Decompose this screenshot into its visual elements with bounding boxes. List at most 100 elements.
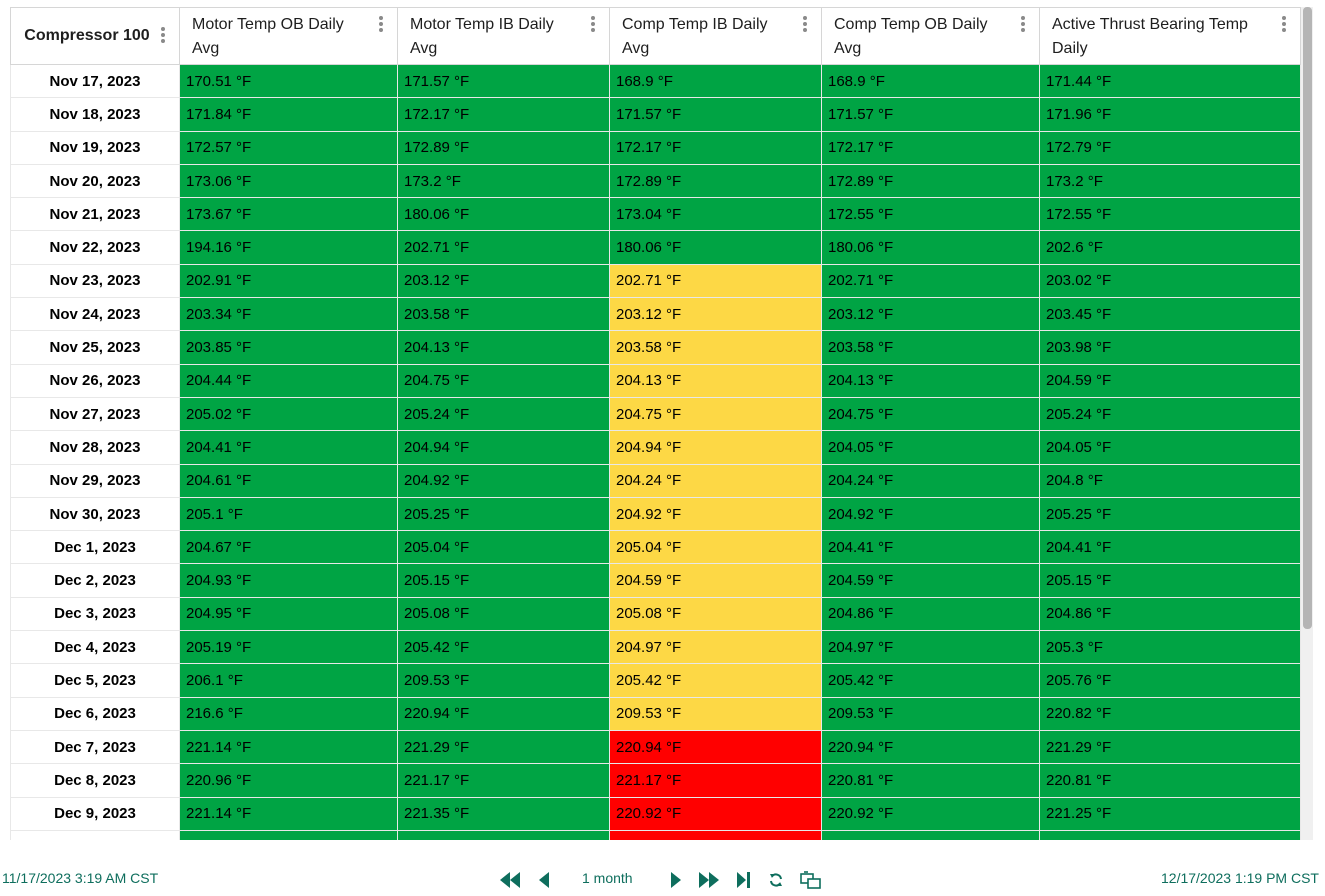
temperature-cell[interactable]: 205.42 °F [609, 663, 822, 698]
temperature-cell[interactable]: 209.53 °F [397, 663, 610, 698]
temperature-cell[interactable]: 205.25 °F [397, 497, 610, 532]
step-forward-icon[interactable] [669, 867, 683, 893]
temperature-cell[interactable]: 205.42 °F [821, 663, 1040, 698]
temperature-cell[interactable]: 204.05 °F [821, 430, 1040, 465]
temperature-cell[interactable]: 204.41 °F [179, 430, 398, 465]
temperature-cell[interactable]: 205.15 °F [1039, 563, 1301, 598]
temperature-cell[interactable]: 205.02 °F [179, 397, 398, 432]
temperature-cell[interactable]: 172.89 °F [821, 164, 1040, 199]
temperature-cell[interactable]: 204.59 °F [1039, 364, 1301, 398]
temperature-cell[interactable]: 172.55 °F [821, 197, 1040, 232]
temperature-cell[interactable]: 172.57 °F [179, 131, 398, 165]
temperature-cell[interactable]: 205.42 °F [397, 630, 610, 665]
fast-forward-icon[interactable] [698, 867, 720, 893]
temperature-cell[interactable]: 204.75 °F [397, 364, 610, 398]
temperature-cell[interactable]: 204.75 °F [821, 397, 1040, 432]
temperature-cell[interactable]: 203.85 °F [179, 330, 398, 365]
temperature-cell[interactable]: 173.2 °F [1039, 164, 1301, 199]
temperature-cell[interactable]: 221.35 °F [397, 797, 610, 831]
temperature-cell[interactable]: 204.61 °F [179, 464, 398, 498]
temperature-cell[interactable]: 172.17 °F [609, 131, 822, 165]
temperature-cell[interactable]: 221.25 °F [1039, 797, 1301, 831]
temperature-cell[interactable]: 204.67 °F [179, 530, 398, 565]
temperature-cell[interactable]: 172.89 °F [397, 131, 610, 165]
temperature-cell[interactable]: 220.94 °F [397, 697, 610, 731]
column-header[interactable]: Motor Temp OB Daily Avg [179, 7, 398, 65]
temperature-cell[interactable]: 205.08 °F [609, 597, 822, 632]
temperature-cell[interactable] [1039, 830, 1301, 840]
temperature-cell[interactable]: 203.12 °F [821, 297, 1040, 332]
temperature-cell[interactable]: 204.92 °F [821, 497, 1040, 532]
column-menu-icon[interactable] [591, 16, 597, 34]
temperature-cell[interactable]: 205.24 °F [397, 397, 610, 432]
temperature-cell[interactable]: 220.96 °F [179, 763, 398, 798]
temperature-cell[interactable]: 204.92 °F [397, 464, 610, 498]
temperature-cell[interactable]: 204.86 °F [821, 597, 1040, 632]
temperature-cell[interactable]: 205.19 °F [179, 630, 398, 665]
temperature-cell[interactable]: 209.53 °F [609, 697, 822, 731]
temperature-cell[interactable]: 204.13 °F [609, 364, 822, 398]
temperature-cell[interactable]: 220.82 °F [1039, 697, 1301, 731]
column-menu-icon[interactable] [1282, 16, 1288, 34]
temperature-cell[interactable]: 220.94 °F [821, 730, 1040, 765]
temperature-cell[interactable]: 204.86 °F [1039, 597, 1301, 632]
temperature-cell[interactable]: 202.6 °F [1039, 230, 1301, 265]
temperature-cell[interactable]: 220.92 °F [821, 797, 1040, 831]
temperature-cell[interactable] [179, 830, 398, 840]
temperature-cell[interactable]: 172.17 °F [397, 97, 610, 132]
temperature-cell[interactable]: 205.15 °F [397, 563, 610, 598]
temperature-cell[interactable]: 171.44 °F [1039, 64, 1301, 99]
column-header[interactable]: Active Thrust Bearing Temp Daily [1039, 7, 1301, 65]
column-menu-icon[interactable] [1021, 16, 1027, 34]
temperature-cell[interactable]: 206.1 °F [179, 663, 398, 698]
temperature-cell[interactable]: 180.06 °F [397, 197, 610, 232]
column-menu-icon[interactable] [379, 16, 385, 34]
temperature-cell[interactable]: 180.06 °F [609, 230, 822, 265]
temperature-cell[interactable]: 171.84 °F [179, 97, 398, 132]
temperature-cell[interactable]: 172.17 °F [821, 131, 1040, 165]
temperature-cell[interactable]: 171.96 °F [1039, 97, 1301, 132]
temperature-cell[interactable]: 205.24 °F [1039, 397, 1301, 432]
temperature-cell[interactable]: 203.12 °F [397, 264, 610, 299]
corner-header[interactable]: Compressor 100 [10, 7, 180, 65]
export-icon[interactable] [799, 867, 823, 893]
temperature-cell[interactable]: 171.57 °F [397, 64, 610, 99]
temperature-cell[interactable]: 221.17 °F [397, 763, 610, 798]
temperature-cell[interactable]: 204.92 °F [609, 497, 822, 532]
temperature-cell[interactable]: 204.41 °F [1039, 530, 1301, 565]
skip-to-end-icon[interactable] [736, 867, 752, 893]
column-header[interactable]: Comp Temp IB Daily Avg [609, 7, 822, 65]
temperature-cell[interactable]: 221.17 °F [609, 763, 822, 798]
temperature-cell[interactable]: 221.29 °F [397, 730, 610, 765]
temperature-cell[interactable]: 168.9 °F [821, 64, 1040, 99]
temperature-cell[interactable]: 173.04 °F [609, 197, 822, 232]
temperature-cell[interactable]: 202.71 °F [397, 230, 610, 265]
temperature-cell[interactable]: 216.6 °F [179, 697, 398, 731]
temperature-cell[interactable]: 204.24 °F [609, 464, 822, 498]
fast-rewind-icon[interactable] [499, 867, 521, 893]
temperature-cell[interactable]: 204.24 °F [821, 464, 1040, 498]
temperature-cell[interactable]: 172.89 °F [609, 164, 822, 199]
temperature-cell[interactable]: 172.79 °F [1039, 131, 1301, 165]
temperature-cell[interactable]: 204.44 °F [179, 364, 398, 398]
temperature-cell[interactable]: 173.2 °F [397, 164, 610, 199]
temperature-cell[interactable]: 194.16 °F [179, 230, 398, 265]
temperature-cell[interactable]: 209.53 °F [821, 697, 1040, 731]
temperature-cell[interactable]: 171.57 °F [821, 97, 1040, 132]
temperature-cell[interactable]: 173.67 °F [179, 197, 398, 232]
temperature-cell[interactable]: 204.94 °F [397, 430, 610, 465]
temperature-cell[interactable]: 203.58 °F [609, 330, 822, 365]
temperature-cell[interactable]: 203.45 °F [1039, 297, 1301, 332]
temperature-cell[interactable]: 171.57 °F [609, 97, 822, 132]
temperature-cell[interactable]: 205.76 °F [1039, 663, 1301, 698]
temperature-cell[interactable]: 221.29 °F [1039, 730, 1301, 765]
temperature-cell[interactable]: 205.3 °F [1039, 630, 1301, 665]
temperature-cell[interactable]: 204.93 °F [179, 563, 398, 598]
column-menu-icon[interactable] [803, 16, 809, 34]
temperature-cell[interactable]: 203.58 °F [397, 297, 610, 332]
temperature-cell[interactable]: 221.14 °F [179, 730, 398, 765]
column-menu-icon[interactable] [161, 27, 167, 45]
temperature-cell[interactable]: 204.13 °F [397, 330, 610, 365]
temperature-cell[interactable]: 203.58 °F [821, 330, 1040, 365]
temperature-cell[interactable] [609, 830, 822, 840]
